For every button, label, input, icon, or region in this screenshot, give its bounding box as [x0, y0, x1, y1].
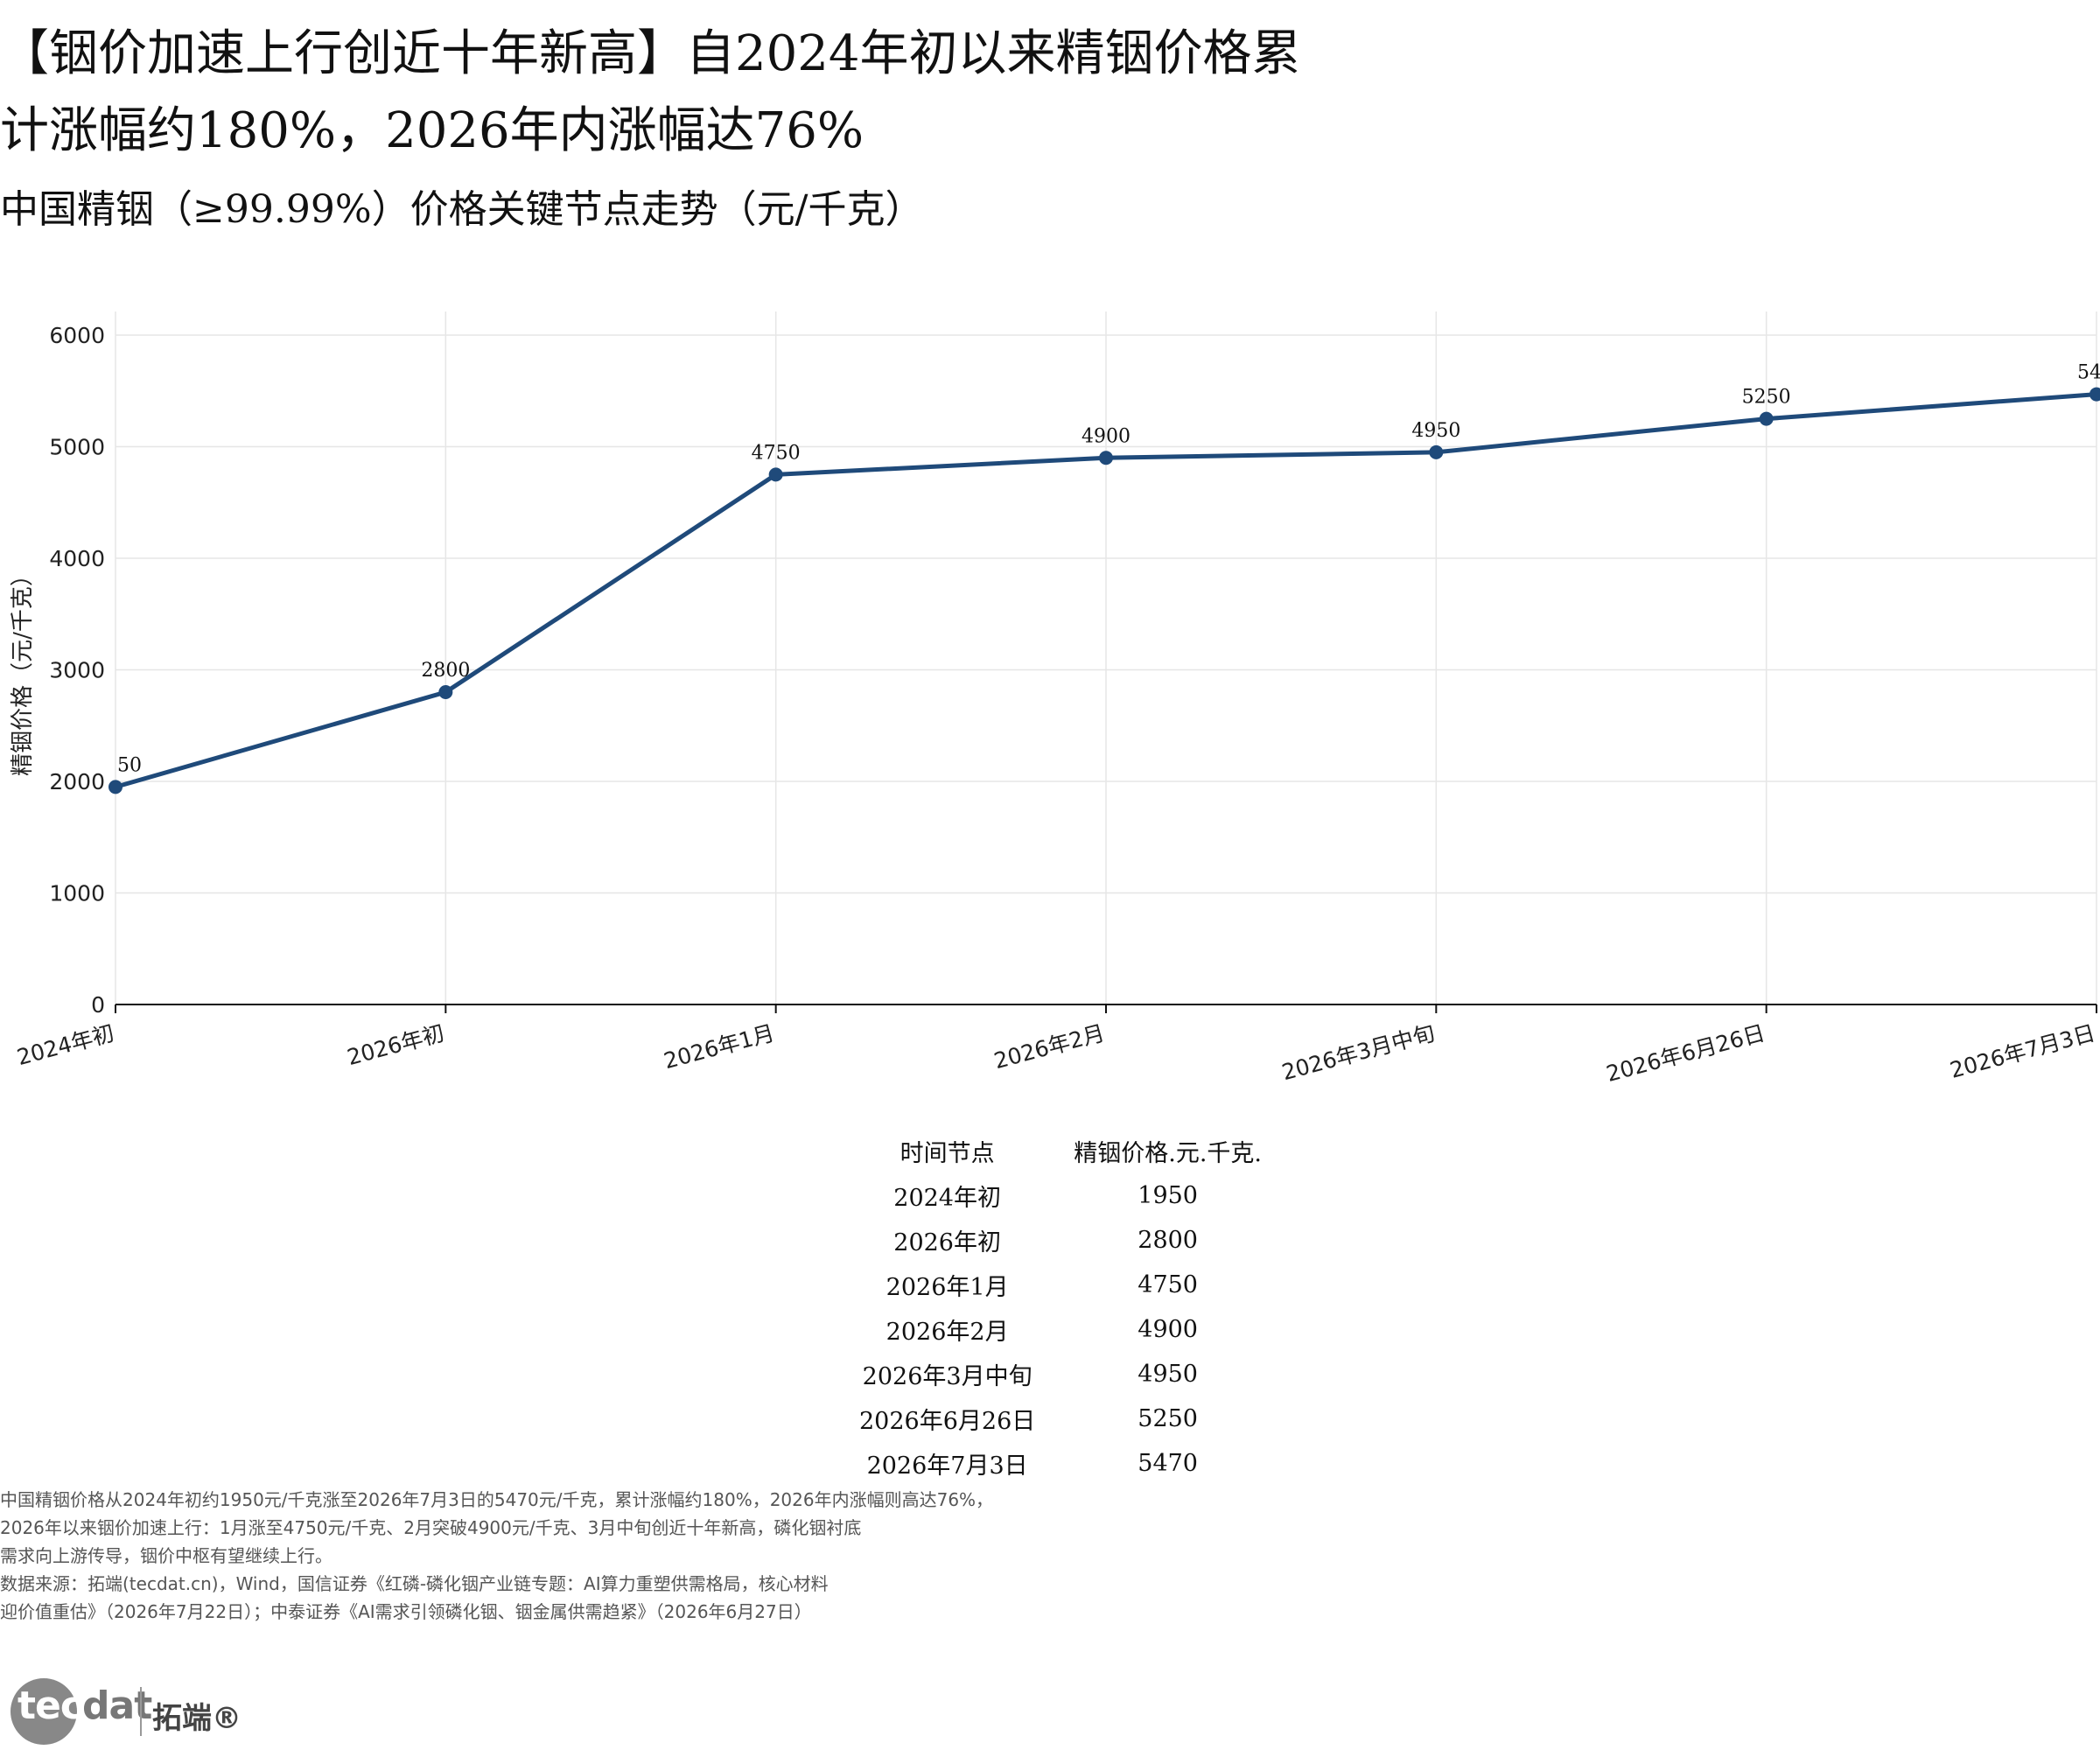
data-point — [1099, 451, 1113, 466]
data-label: 4950 — [1411, 420, 1460, 442]
logo-text: tec — [18, 1684, 83, 1728]
table-cell: 4950 — [1138, 1361, 1198, 1388]
x-tick-label: 2026年6月26日 — [1604, 1020, 1768, 1087]
table-row: 2026年6月26日 5250 — [840, 1396, 1281, 1441]
chart-title: 【铟价加速上行创近十年新高】自2024年初以来精铟价格累计涨幅约180%，202… — [0, 25, 1301, 159]
table-cell: 5250 — [1138, 1405, 1198, 1432]
table-header: 精铟价格.元.千克. — [1074, 1140, 1262, 1167]
x-tick-label: 2026年3月中旬 — [1279, 1020, 1438, 1085]
data-label: 4750 — [752, 442, 801, 464]
x-tick-label: 2026年初 — [345, 1020, 447, 1070]
logo-divider — [140, 1687, 142, 1736]
table-header: 时间节点 — [900, 1140, 995, 1167]
y-tick-label: 1000 — [49, 881, 105, 906]
data-label: 5250 — [1742, 387, 1791, 409]
table-cell: 1950 — [1138, 1182, 1198, 1209]
footnote-line: 2026年以来铟价加速上行：1月涨至4750元/千克、2月突破4900元/千克、… — [0, 1517, 862, 1538]
data-point — [2090, 387, 2100, 402]
data-table: 时间节点 精铟价格.元.千克. 2024年初 1950 2026年初 2800 20… — [840, 1129, 1281, 1486]
data-label: 2800 — [421, 660, 470, 682]
y-tick-label: 2000 — [49, 769, 105, 794]
data-point — [768, 467, 783, 482]
table-row: 2024年初 1950 — [840, 1173, 1281, 1218]
x-tick-label: 2026年1月 — [662, 1020, 778, 1074]
table-cell: 5470 — [1138, 1450, 1198, 1477]
footnote-line: 中国精铟价格从2024年初约1950元/千克涨至2026年7月3日的5470元/… — [0, 1489, 994, 1510]
logo-circle-icon — [10, 1678, 77, 1745]
brand-logo: tec dat 拓端® — [10, 1676, 242, 1746]
table-cell: 2026年2月 — [886, 1319, 1009, 1346]
footnotes: 中国精铟价格从2024年初约1950元/千克涨至2026年7月3日的5470元/… — [0, 1486, 1094, 1626]
table-row: 2026年1月 4750 — [840, 1263, 1281, 1307]
line-chart: 0 1000 2000 3000 4000 5000 6000 2024年初 2026年初 202… — [10, 312, 2100, 1087]
data-point — [1759, 411, 1774, 426]
x-tick-label: 2024年初 — [14, 1020, 116, 1070]
data-point — [1429, 444, 1444, 459]
y-axis-title: 精铟价格（元/千克） — [10, 564, 36, 776]
data-label: 54 — [2077, 362, 2100, 384]
y-tick-label: 0 — [91, 992, 105, 1018]
table-row: 2026年初 2800 — [840, 1218, 1281, 1263]
footnote-line: 需求向上游传导，铟价中枢有望继续上行。 — [0, 1545, 332, 1566]
table-cell: 2026年6月26日 — [859, 1408, 1036, 1435]
table-cell: 2026年初 — [893, 1229, 1001, 1256]
table-cell: 2026年7月3日 — [866, 1452, 1028, 1480]
y-tick-label: 3000 — [49, 658, 105, 683]
table-cell: 4900 — [1138, 1316, 1198, 1343]
y-tick-label: 4000 — [49, 546, 105, 571]
table-row: 2026年7月3日 5470 — [840, 1441, 1281, 1486]
table-row: 2026年2月 4900 — [840, 1307, 1281, 1352]
logo-cn-text: 拓端® — [152, 1701, 242, 1736]
footnote-line: 数据来源：拓端(tecdat.cn)，Wind，国信证券《红磷-磷化铟产业链专题… — [0, 1573, 829, 1594]
table-cell: 2026年1月 — [886, 1274, 1009, 1301]
footnote-line: 迎价值重估》（2026年7月22日）；中泰证券《AI需求引领磷化铟、铟金属供需趋… — [0, 1601, 812, 1622]
x-tick-label: 2026年7月3日 — [1947, 1020, 2097, 1083]
y-tick-label: 6000 — [49, 323, 105, 348]
data-point — [438, 685, 453, 699]
data-point — [108, 780, 122, 794]
table-header-row: 时间节点 精铟价格.元.千克. — [840, 1129, 1281, 1173]
table-cell: 2026年3月中旬 — [862, 1363, 1032, 1390]
table-row: 2026年3月中旬 4950 — [840, 1352, 1281, 1396]
data-label: 50 — [117, 754, 142, 776]
chart-subtitle: 中国精铟（≥99.99%）价格关键节点走势（元/千克） — [0, 187, 924, 232]
data-label: 4900 — [1082, 425, 1130, 447]
x-tick-label: 2026年2月 — [991, 1020, 1108, 1074]
table-cell: 2024年初 — [893, 1185, 1001, 1212]
table-cell: 4750 — [1138, 1271, 1198, 1298]
table-cell: 2800 — [1138, 1227, 1198, 1254]
y-tick-label: 5000 — [49, 435, 105, 460]
